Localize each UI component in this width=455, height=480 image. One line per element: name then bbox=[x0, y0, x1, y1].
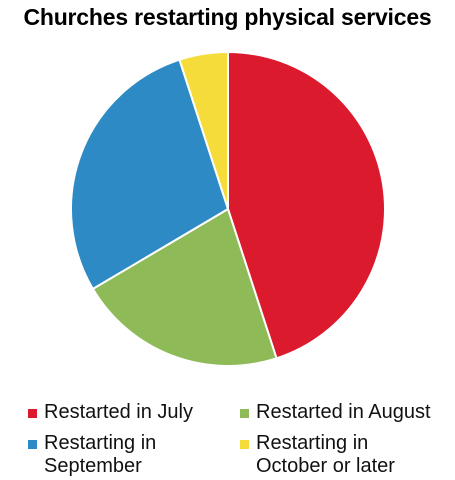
legend-swatch-october-or-later bbox=[240, 440, 249, 449]
pie-slices bbox=[70, 50, 386, 367]
legend-label-october-or-later-line1: Restarting in bbox=[256, 432, 369, 454]
legend-label-july-line1: Restarted in July bbox=[44, 401, 193, 423]
legend-swatch-august bbox=[240, 409, 249, 418]
legend-swatch-september bbox=[28, 440, 37, 449]
pie-slice-restarting-in-september bbox=[70, 58, 230, 291]
legend-swatch-july bbox=[28, 409, 37, 418]
legend-label-october-or-later: Restarting in October or later bbox=[256, 432, 455, 478]
chart-title: Churches restarting physical services bbox=[23, 4, 432, 30]
legend-label-september-line1: Restarting in bbox=[44, 432, 157, 454]
legend-label-july: Restarted in July bbox=[44, 401, 244, 424]
pie-slice-restarted-in-july bbox=[227, 50, 386, 360]
legend-label-october-or-later-line2: October or later bbox=[256, 455, 395, 477]
legend-label-august: Restarted in August bbox=[256, 401, 455, 424]
pie-slice-restarting-in-october-or-later bbox=[178, 50, 229, 210]
legend-label-august-line1: Restarted in August bbox=[256, 401, 431, 423]
pie-slice-restarted-in-august bbox=[91, 207, 278, 367]
legend-label-september-line2: September bbox=[44, 455, 142, 477]
legend-label-september: Restarting in September bbox=[44, 432, 244, 478]
